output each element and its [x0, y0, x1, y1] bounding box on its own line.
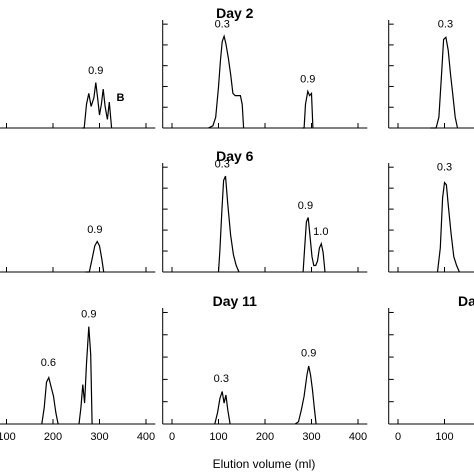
peak-label: 0.3 — [215, 158, 230, 170]
x-tick-label: 100 — [435, 431, 453, 443]
elution-trace — [302, 217, 326, 273]
peak-label: 0.3 — [215, 19, 230, 31]
peak-label: 0.6 — [41, 357, 56, 369]
x-tick-label: 300 — [302, 431, 320, 443]
x-tick-label: 0 — [169, 431, 175, 443]
peak-label: 0.9 — [88, 65, 103, 77]
elution-trace — [78, 326, 93, 425]
x-tick-label: 200 — [256, 431, 274, 443]
panel-p02: 0.3 — [388, 19, 474, 129]
peak-label: 0.3 — [438, 19, 453, 31]
panel-title: Day 11 — [213, 293, 258, 309]
elution-trace — [85, 240, 105, 273]
peak-label: 0.9 — [298, 200, 313, 212]
elution-trace — [294, 365, 317, 425]
panel-p00: Day 0.30.9AB — [0, 65, 156, 129]
elution-trace — [214, 391, 231, 425]
elution-trace — [217, 175, 240, 273]
peak-label: 0.9 — [81, 308, 96, 320]
x-tick-label: 0 — [395, 431, 401, 443]
elution-trace — [208, 34, 245, 129]
panel-p11: Day 60.3 0.9 1.0 — [162, 148, 368, 273]
peak-label: 0.9 — [301, 348, 316, 360]
panel-p01: Day 20.3 0.9 — [162, 5, 368, 129]
x-axis-label: Elution volume (ml) — [213, 457, 316, 471]
panel-title: Day 2 — [216, 5, 254, 21]
x-tick-label: 400 — [137, 431, 155, 443]
panel-p21: 0 100 200 300 400 Day 11 0.3 0.9 — [162, 293, 368, 443]
peak-label: 1.0 — [313, 226, 328, 238]
peak-label: 0.9 — [87, 224, 102, 236]
peak-label: 0.9 — [300, 74, 315, 86]
panel-title: Da — [458, 293, 474, 309]
x-tick-label: 400 — [349, 431, 367, 443]
x-tick-label: 100 — [0, 431, 16, 443]
panel-title: Day 6 — [216, 148, 254, 164]
panel-p12: 0.3 — [388, 162, 474, 273]
panel-p10: Day 4.30.9 — [0, 224, 156, 273]
x-tick-label: 100 — [209, 431, 227, 443]
peak-label: 0.3 — [437, 162, 452, 174]
x-tick-label: 300 — [90, 431, 108, 443]
peak-label: 0.3 — [214, 373, 229, 385]
elution-trace — [302, 89, 314, 129]
elution-trace — [436, 181, 460, 273]
elution-trace — [82, 82, 113, 129]
x-tick-label: 200 — [44, 431, 62, 443]
peak-label: B — [116, 92, 124, 104]
elution-trace — [430, 36, 459, 129]
elution-trace — [41, 375, 59, 425]
